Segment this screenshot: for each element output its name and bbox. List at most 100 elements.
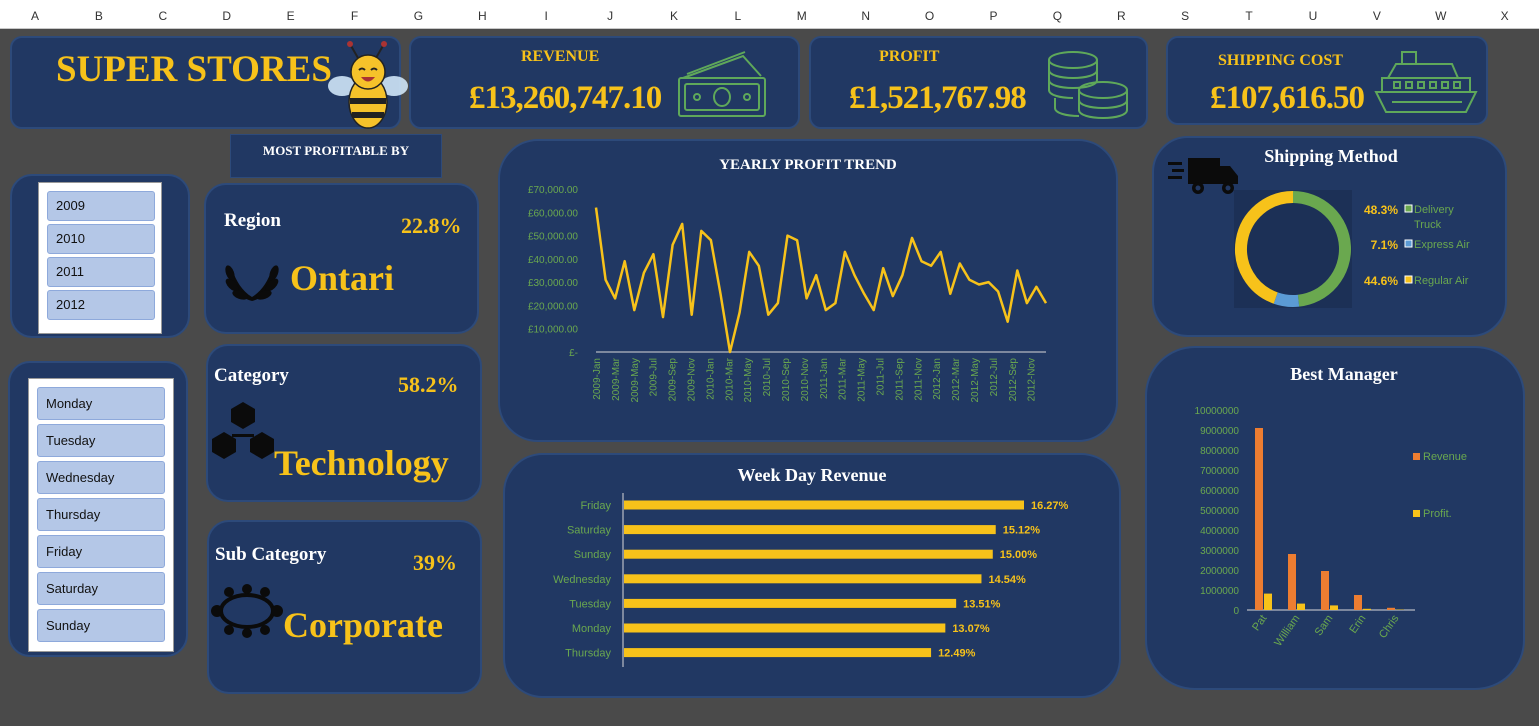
day-slicer-item-tuesday[interactable]: Tuesday xyxy=(37,424,165,457)
y-tick-label: 5000000 xyxy=(1200,506,1239,517)
coins-icon xyxy=(1048,51,1128,120)
legend-label: Revenue xyxy=(1423,451,1467,463)
day-slicer-panel: Monday Tuesday Wednesday Thursday Friday Satu… xyxy=(8,361,188,657)
weekday-bar xyxy=(624,525,996,535)
x-tick-label: 2012-Sep xyxy=(1008,358,1019,402)
legend-swatch xyxy=(1413,453,1420,460)
best-manager-panel: Best Manager 0 1000000 2000000 3000000 40000… xyxy=(1145,346,1525,690)
legend-swatch xyxy=(1404,204,1413,213)
y-tick-label: 0 xyxy=(1233,606,1239,617)
x-tick-label: 2010-Mar xyxy=(724,357,735,400)
column-header-T[interactable]: T xyxy=(1245,9,1253,23)
best-manager-chart: 0 1000000 2000000 3000000 4000000 5000000 6000… xyxy=(1195,406,1468,649)
y-tick-label: 1000000 xyxy=(1200,586,1239,597)
y-tick-label: 4000000 xyxy=(1200,526,1239,537)
region-pct: 22.8% xyxy=(401,213,462,238)
y-tick-label: £30,000.00 xyxy=(528,278,578,289)
x-tick-label: 2009-Sep xyxy=(668,358,679,402)
column-header-P[interactable]: P xyxy=(989,9,998,23)
x-tick-label: Erin xyxy=(1347,613,1368,636)
x-tick-label: Chris xyxy=(1377,612,1402,640)
day-slicer-item-monday[interactable]: Monday xyxy=(37,387,165,420)
column-header-N[interactable]: N xyxy=(861,9,871,23)
most-profitable-header: MOST PROFITABLE BY xyxy=(230,134,442,178)
year-slicer-item-2012[interactable]: 2012 xyxy=(47,290,155,320)
column-header-E[interactable]: E xyxy=(286,9,295,23)
ship-icon xyxy=(1374,51,1478,113)
column-header-U[interactable]: U xyxy=(1308,9,1318,23)
column-header-B[interactable]: B xyxy=(94,9,103,23)
weekday-revenue-title: Week Day Revenue xyxy=(737,465,887,485)
column-header-W[interactable]: W xyxy=(1435,9,1447,23)
x-tick-label: 2009-Mar xyxy=(611,357,622,400)
legend-swatch xyxy=(1404,239,1413,248)
column-header-O[interactable]: O xyxy=(924,9,935,23)
subcategory-pct: 39% xyxy=(413,550,457,575)
column-header-K[interactable]: K xyxy=(669,9,679,23)
profit-value: £1,521,767.98 xyxy=(849,80,1027,116)
most-profitable-label: MOST PROFITABLE BY xyxy=(262,143,410,158)
x-tick-label: 2010-Jul xyxy=(762,358,773,396)
column-header-X[interactable]: X xyxy=(1500,9,1509,23)
laurel-icon xyxy=(225,265,279,301)
category-label: Category xyxy=(214,365,289,386)
category-pct: 58.2% xyxy=(398,372,459,397)
year-slicer-item-2009[interactable]: 2009 xyxy=(47,191,155,221)
bar-category-label: Sunday xyxy=(574,549,612,561)
x-tick-label: 2009-Nov xyxy=(687,358,698,401)
column-header-I[interactable]: I xyxy=(544,9,548,23)
x-tick-label: 2010-Nov xyxy=(800,358,811,401)
column-header-M[interactable]: M xyxy=(796,9,807,23)
column-header-Q[interactable]: Q xyxy=(1052,9,1063,23)
column-header-A[interactable]: A xyxy=(30,9,40,23)
day-slicer-item-wednesday[interactable]: Wednesday xyxy=(37,461,165,494)
day-slicer-item-saturday[interactable]: Saturday xyxy=(37,572,165,605)
bar-category-label: Monday xyxy=(572,623,612,635)
day-slicer-item-sunday[interactable]: Sunday xyxy=(37,609,165,642)
donut-pct-label: 44.6% xyxy=(1364,274,1398,288)
x-tick-label: 2009-Jan xyxy=(592,358,603,400)
column-header-D[interactable]: D xyxy=(222,9,232,23)
x-tick-label: 2011-Jan xyxy=(819,358,830,399)
day-slicer-item-friday[interactable]: Friday xyxy=(37,535,165,568)
manager-bar xyxy=(1297,603,1305,610)
x-tick-label: 2012-Nov xyxy=(1027,358,1038,401)
column-header-F[interactable]: F xyxy=(350,9,359,23)
column-header-V[interactable]: V xyxy=(1372,9,1381,23)
year-slicer-item-2010[interactable]: 2010 xyxy=(47,224,155,254)
column-header-S[interactable]: S xyxy=(1181,9,1190,23)
column-header-L[interactable]: L xyxy=(734,9,742,23)
donut-pct-label: 7.1% xyxy=(1371,238,1399,252)
y-tick-label: 7000000 xyxy=(1200,466,1239,477)
legend-swatch xyxy=(1413,510,1420,517)
x-tick-label: 2009-Jul xyxy=(649,358,660,396)
year-slicer-item-2011[interactable]: 2011 xyxy=(47,257,155,287)
column-header-H[interactable]: H xyxy=(477,9,487,23)
category-card: Category 58.2% Technology xyxy=(206,344,482,502)
meeting-table-icon xyxy=(211,584,283,638)
bar-value-label: 16.27% xyxy=(1031,500,1069,512)
x-tick-label: 2010-May xyxy=(743,358,754,402)
y-tick-label: £20,000.00 xyxy=(528,301,578,312)
profit-trend-chart: £- £10,000.00 £20,000.00 £30,000.00 £40,000.… xyxy=(528,185,1048,402)
donut-pct-label: 48.3% xyxy=(1364,203,1398,217)
column-header-J[interactable]: J xyxy=(607,9,614,23)
x-tick-label: William xyxy=(1272,613,1302,649)
profit-trend-title: YEARLY PROFIT TREND xyxy=(719,157,897,173)
year-slicer-panel: 2009 2010 2011 2012 xyxy=(10,174,190,338)
x-tick-label: 2012-May xyxy=(970,358,981,402)
column-header-R[interactable]: R xyxy=(1116,9,1126,23)
x-tick-label: 2011-Jul xyxy=(876,358,887,396)
shipping-method-chart: 48.3% 7.1% 44.6% Delivery Truck Express Air Re… xyxy=(1234,190,1470,308)
column-header-C[interactable]: C xyxy=(158,9,168,23)
bar-value-label: 15.00% xyxy=(1000,549,1038,561)
y-tick-label: £50,000.00 xyxy=(528,232,578,243)
day-slicer-item-thursday[interactable]: Thursday xyxy=(37,498,165,531)
weekday-bar xyxy=(624,598,957,608)
weekday-bar xyxy=(624,623,946,633)
column-header-G[interactable]: G xyxy=(413,9,424,23)
shipping-method-title: Shipping Method xyxy=(1264,146,1398,166)
y-tick-label: £10,000.00 xyxy=(528,325,578,336)
x-tick-label: 2012-Mar xyxy=(951,357,962,400)
column-header-row: A B C D E F G H I J K L M N O P Q R S T U V W X xyxy=(0,0,1539,29)
